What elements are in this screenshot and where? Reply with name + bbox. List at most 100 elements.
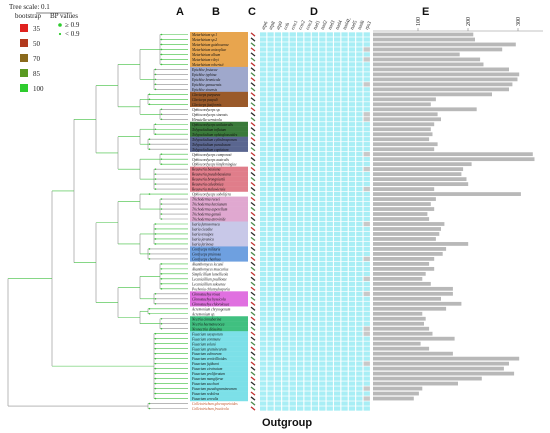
support-dot xyxy=(154,357,157,360)
heatmap-cell xyxy=(267,211,274,217)
heatmap-cell xyxy=(274,226,282,232)
heatmap-cell xyxy=(289,261,296,267)
support-dot xyxy=(154,382,157,385)
heatmap-cell xyxy=(260,107,267,112)
heatmap-cell xyxy=(267,241,274,247)
genome-bar xyxy=(373,266,435,271)
taxon-label: Fusarium circinatum xyxy=(191,367,223,371)
taxon-marker xyxy=(250,186,256,192)
heatmap-cell xyxy=(282,176,289,182)
heatmap-cell xyxy=(348,32,356,37)
bootstrap-value-label: 85 xyxy=(33,70,41,78)
heatmap-cell xyxy=(334,201,341,207)
heatmap-cell xyxy=(304,401,311,406)
heatmap-cell xyxy=(363,52,370,57)
heatmap-cell xyxy=(274,102,282,107)
heatmap-cell xyxy=(319,127,326,132)
heatmap-cell xyxy=(311,351,319,356)
heatmap-cell xyxy=(297,341,304,346)
heatmap-cell xyxy=(348,166,356,172)
heatmap-cell xyxy=(267,371,274,376)
heatmap-cell xyxy=(326,241,333,247)
taxon-label: Hirsutella vermicola xyxy=(191,118,222,122)
support-dot xyxy=(148,103,151,106)
gene-column-header: cox3 xyxy=(306,19,315,30)
heatmap-cell xyxy=(348,152,356,157)
taxon-marker xyxy=(250,47,256,52)
heatmap-cell xyxy=(282,276,289,281)
heatmap-cell xyxy=(282,57,289,62)
heatmap-cell xyxy=(326,306,333,311)
heatmap-cell xyxy=(297,251,304,257)
heatmap-cell xyxy=(297,77,304,82)
genome-bar xyxy=(373,77,518,82)
heatmap-cell xyxy=(289,406,296,411)
genome-bar xyxy=(373,237,436,241)
heatmap-cell xyxy=(341,206,348,212)
heatmap-cell xyxy=(297,142,304,147)
heatmap-cell xyxy=(267,321,274,326)
heatmap-cell xyxy=(274,311,282,316)
heatmap-cell xyxy=(326,331,333,336)
heatmap-cell xyxy=(311,381,319,386)
heatmap-cell xyxy=(311,77,319,82)
heatmap-cell xyxy=(311,97,319,102)
heatmap-cell xyxy=(282,122,289,127)
heatmap-cell xyxy=(363,132,370,137)
heatmap-cell xyxy=(348,67,356,72)
heatmap-cell xyxy=(319,296,326,301)
heatmap-cell xyxy=(326,206,333,212)
heatmap-cell xyxy=(363,321,370,326)
heatmap-cell xyxy=(363,316,370,321)
heatmap-cell xyxy=(274,127,282,132)
heatmap-cell xyxy=(274,92,282,97)
taxon-label: Colletotrichum gloeosporioides xyxy=(192,402,238,406)
heatmap-cell xyxy=(348,301,356,306)
heatmap-cell xyxy=(356,276,363,281)
support-dot xyxy=(154,223,157,225)
clade-band xyxy=(190,91,248,98)
taxon-marker xyxy=(250,72,256,77)
heatmap-cell xyxy=(282,191,289,197)
heatmap-cell xyxy=(326,102,333,107)
clade-band xyxy=(190,341,248,347)
heatmap-cell xyxy=(289,37,296,42)
heatmap-cell xyxy=(341,132,348,137)
heatmap-cell xyxy=(341,127,348,132)
heatmap-cell xyxy=(289,132,296,137)
heatmap-cell xyxy=(319,52,326,57)
taxon-label: Nectria cinnabarina xyxy=(191,317,221,321)
heatmap-cell xyxy=(348,336,356,341)
heatmap-cell xyxy=(348,42,356,47)
clade-band xyxy=(190,201,248,207)
heatmap-cell xyxy=(289,77,296,82)
heatmap-cell xyxy=(319,326,326,331)
genome-bar xyxy=(373,42,516,47)
heatmap-cell xyxy=(356,112,363,117)
heatmap-cell xyxy=(319,201,326,207)
heatmap-cell xyxy=(311,186,319,192)
heatmap-cell xyxy=(289,296,296,301)
taxon-marker xyxy=(250,216,256,222)
heatmap-cell xyxy=(267,137,274,142)
heatmap-cell xyxy=(304,176,311,182)
heatmap-cell xyxy=(311,196,319,202)
heatmap-cell xyxy=(267,196,274,202)
heatmap-cell xyxy=(341,157,348,162)
bar-scale-tick-label: 100 xyxy=(416,17,422,26)
heatmap-cell xyxy=(326,366,333,371)
heatmap-cell xyxy=(289,157,296,162)
clade-band xyxy=(190,346,248,352)
heatmap-cell xyxy=(304,162,311,167)
heatmap-cell xyxy=(260,196,267,202)
genome-bar xyxy=(373,72,520,77)
heatmap-cell xyxy=(341,296,348,301)
heatmap-cell xyxy=(311,147,319,152)
taxon-label: Epichloe festucae xyxy=(191,68,218,72)
taxon-marker xyxy=(250,77,256,82)
heatmap-cell xyxy=(319,42,326,47)
heatmap-cell xyxy=(297,286,304,291)
heatmap-cell xyxy=(334,231,341,237)
heatmap-cell xyxy=(334,376,341,381)
heatmap-cell xyxy=(274,366,282,371)
